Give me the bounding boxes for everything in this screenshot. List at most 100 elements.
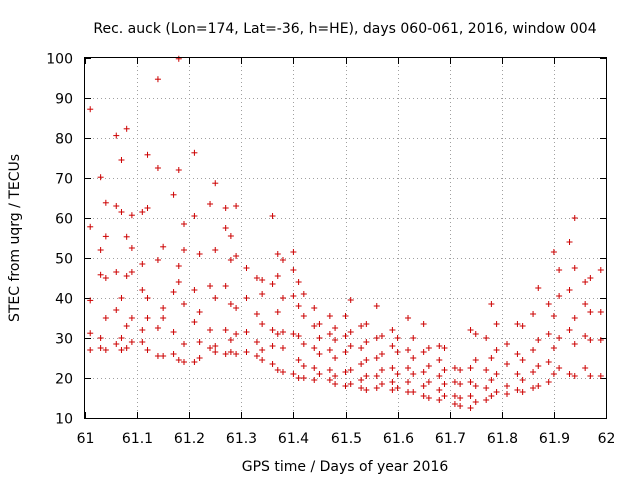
data-point — [118, 347, 125, 353]
data-point — [102, 315, 109, 321]
data-point — [358, 345, 365, 351]
data-point — [378, 381, 385, 387]
data-point — [571, 341, 578, 347]
data-point — [233, 351, 240, 357]
data-point — [332, 381, 339, 387]
data-point — [160, 315, 167, 321]
data-point — [493, 389, 500, 395]
data-point — [207, 201, 214, 207]
data-point — [191, 359, 198, 365]
data-point — [410, 371, 417, 377]
data-point — [269, 361, 276, 367]
data-point — [373, 303, 380, 309]
data-point — [243, 329, 250, 335]
data-point — [582, 333, 589, 339]
x-tick-label: 61.9 — [539, 431, 570, 447]
data-point — [97, 345, 104, 351]
data-point — [587, 309, 594, 315]
data-point — [123, 125, 130, 132]
data-point — [467, 365, 474, 371]
data-point — [410, 389, 417, 395]
data-point — [566, 239, 573, 245]
data-point — [332, 373, 339, 379]
data-point — [483, 335, 490, 341]
data-point — [347, 297, 354, 303]
data-point — [530, 347, 537, 353]
data-point — [347, 343, 354, 349]
data-point — [425, 379, 432, 385]
data-point — [519, 377, 526, 383]
data-point — [425, 363, 432, 369]
data-point — [378, 351, 385, 357]
data-point — [274, 367, 281, 373]
data-point — [180, 221, 187, 227]
data-point — [358, 323, 365, 329]
y-tick-label: 60 — [55, 212, 73, 228]
data-point — [493, 347, 500, 353]
data-point — [389, 379, 396, 385]
data-point — [316, 371, 323, 377]
data-points — [87, 55, 604, 411]
data-point — [316, 321, 323, 327]
data-point — [123, 345, 130, 351]
data-point — [472, 357, 479, 363]
data-point — [191, 287, 198, 293]
data-point — [514, 321, 521, 327]
data-point — [295, 279, 302, 285]
data-point — [128, 315, 135, 321]
data-point — [207, 327, 214, 333]
data-point — [363, 357, 370, 363]
x-axis-ticks: 61 61.1 61.2 61.3 61.4 61.5 61.6 61.7 61.8 61.9 62 — [77, 58, 615, 447]
data-point — [212, 295, 219, 301]
x-tick-label: 61.6 — [383, 431, 414, 447]
data-point — [144, 151, 151, 158]
data-point — [373, 355, 380, 361]
data-point — [405, 389, 412, 395]
data-point — [87, 347, 94, 353]
data-point — [405, 315, 412, 321]
data-point — [222, 327, 229, 333]
data-point — [363, 387, 370, 393]
data-point — [311, 305, 318, 311]
data-point — [243, 265, 250, 271]
data-point — [378, 333, 385, 339]
plot-frame — [84, 57, 607, 419]
data-point — [212, 349, 219, 355]
data-point — [180, 341, 187, 347]
data-point — [504, 391, 511, 397]
data-point — [363, 321, 370, 327]
data-point — [128, 339, 135, 345]
data-point — [279, 345, 286, 351]
data-point — [420, 369, 427, 375]
data-point — [389, 327, 396, 333]
data-point — [436, 387, 443, 393]
data-point — [139, 209, 146, 215]
data-point — [144, 315, 151, 321]
data-point — [222, 283, 229, 289]
data-point — [332, 337, 339, 343]
x-tick-label: 61 — [77, 431, 95, 447]
x-tick-label: 61.7 — [435, 431, 466, 447]
data-point — [410, 335, 417, 341]
data-point — [196, 339, 203, 345]
data-point — [545, 331, 552, 337]
data-point — [550, 371, 557, 377]
data-point — [212, 343, 219, 349]
data-point — [139, 287, 146, 293]
data-point — [113, 341, 120, 347]
data-point — [170, 289, 177, 295]
data-point — [212, 180, 219, 187]
chart-title: Rec. auck (Lon=174, Lat=-36, h=HE), days… — [93, 21, 596, 37]
data-point — [300, 341, 307, 347]
data-point — [441, 393, 448, 399]
y-tick-label: 20 — [55, 372, 73, 388]
data-point — [180, 301, 187, 307]
data-point — [144, 205, 151, 211]
data-point — [87, 330, 94, 337]
data-point — [347, 381, 354, 387]
y-tick-label: 90 — [55, 92, 73, 108]
data-point — [425, 395, 432, 401]
data-point — [467, 327, 474, 333]
data-point — [550, 249, 557, 255]
data-point — [102, 347, 109, 353]
